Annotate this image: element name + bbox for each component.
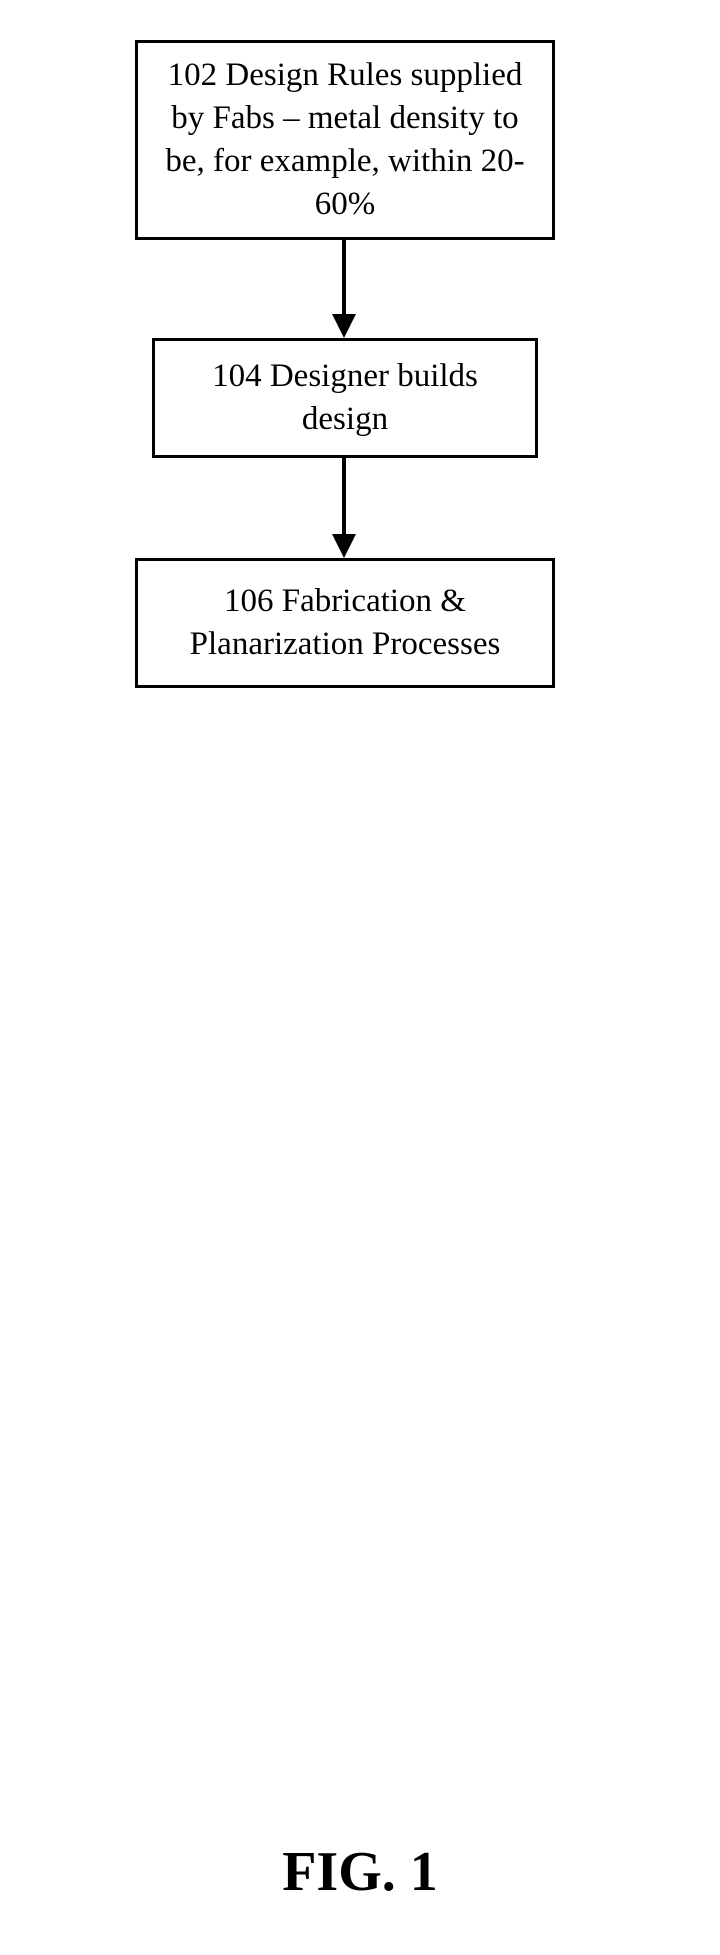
flowchart-node-text: 102 Design Rules supplied by Fabs – meta… <box>158 54 532 226</box>
flowchart-container: 102 Design Rules supplied by Fabs – meta… <box>0 0 720 50</box>
flowchart-node-text: 106 Fabrication & Planarization Processe… <box>158 580 532 666</box>
flowchart-edge-arrowhead <box>332 314 356 338</box>
figure-caption: FIG. 1 <box>282 1840 438 1904</box>
flowchart-node-step3: 106 Fabrication & Planarization Processe… <box>135 558 555 688</box>
flowchart-node-text: 104 Designer builds design <box>175 355 515 441</box>
flowchart-edge-line <box>342 240 346 314</box>
figure-caption-text: FIG. 1 <box>282 1841 438 1903</box>
flowchart-edge-line <box>342 458 346 534</box>
flowchart-node-step1: 102 Design Rules supplied by Fabs – meta… <box>135 40 555 240</box>
flowchart-edge-arrowhead <box>332 534 356 558</box>
flowchart-node-step2: 104 Designer builds design <box>152 338 538 458</box>
